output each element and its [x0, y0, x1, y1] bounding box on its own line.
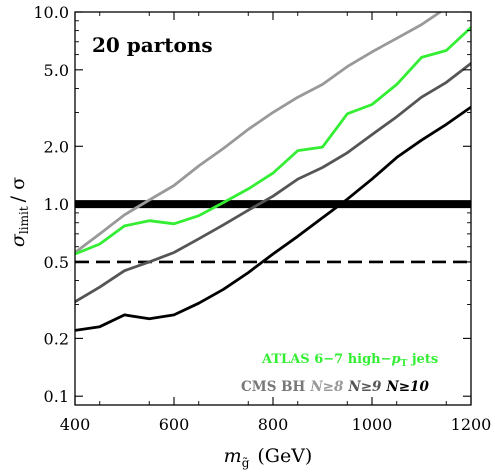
y-tick-label: 2.0 [44, 137, 69, 156]
y-tick-label: 0.1 [44, 387, 69, 406]
x-tick-label: 600 [159, 415, 190, 434]
tick-labels: 400 600 800 1000 1200 0.1 0.2 0.5 1.0 2.0 5.0 10.0 [33, 3, 491, 434]
series-line-atlas [75, 26, 471, 256]
legend-cms: CMS BH N≥8 N≥9 N≥10 [241, 379, 429, 395]
ticks-layer [74, 11, 472, 405]
series-line-cms10 [75, 105, 471, 332]
y-tick-label: 0.5 [44, 253, 69, 272]
y-tick-label: 5.0 [44, 61, 69, 80]
series-layer [75, 12, 471, 332]
series-line-cms9 [75, 62, 471, 304]
x-tick-label: 800 [258, 415, 289, 434]
chart-title: 20 partons [92, 33, 213, 57]
y-axis-label: σlimit/ σ [7, 177, 31, 247]
x-tick-label: 1200 [451, 415, 492, 434]
x-tick-label: 1000 [352, 415, 393, 434]
y-tick-label: 1.0 [44, 195, 69, 214]
x-axis-label: mg̃ (GeV) [224, 445, 313, 470]
series-line-cms8 [75, 12, 443, 254]
y-tick-label: 10.0 [33, 3, 69, 22]
legend-atlas: ATLAS 6−7 high−pT jets [261, 352, 438, 369]
x-tick-label: 400 [60, 415, 91, 434]
y-tick-label: 0.2 [44, 329, 69, 348]
